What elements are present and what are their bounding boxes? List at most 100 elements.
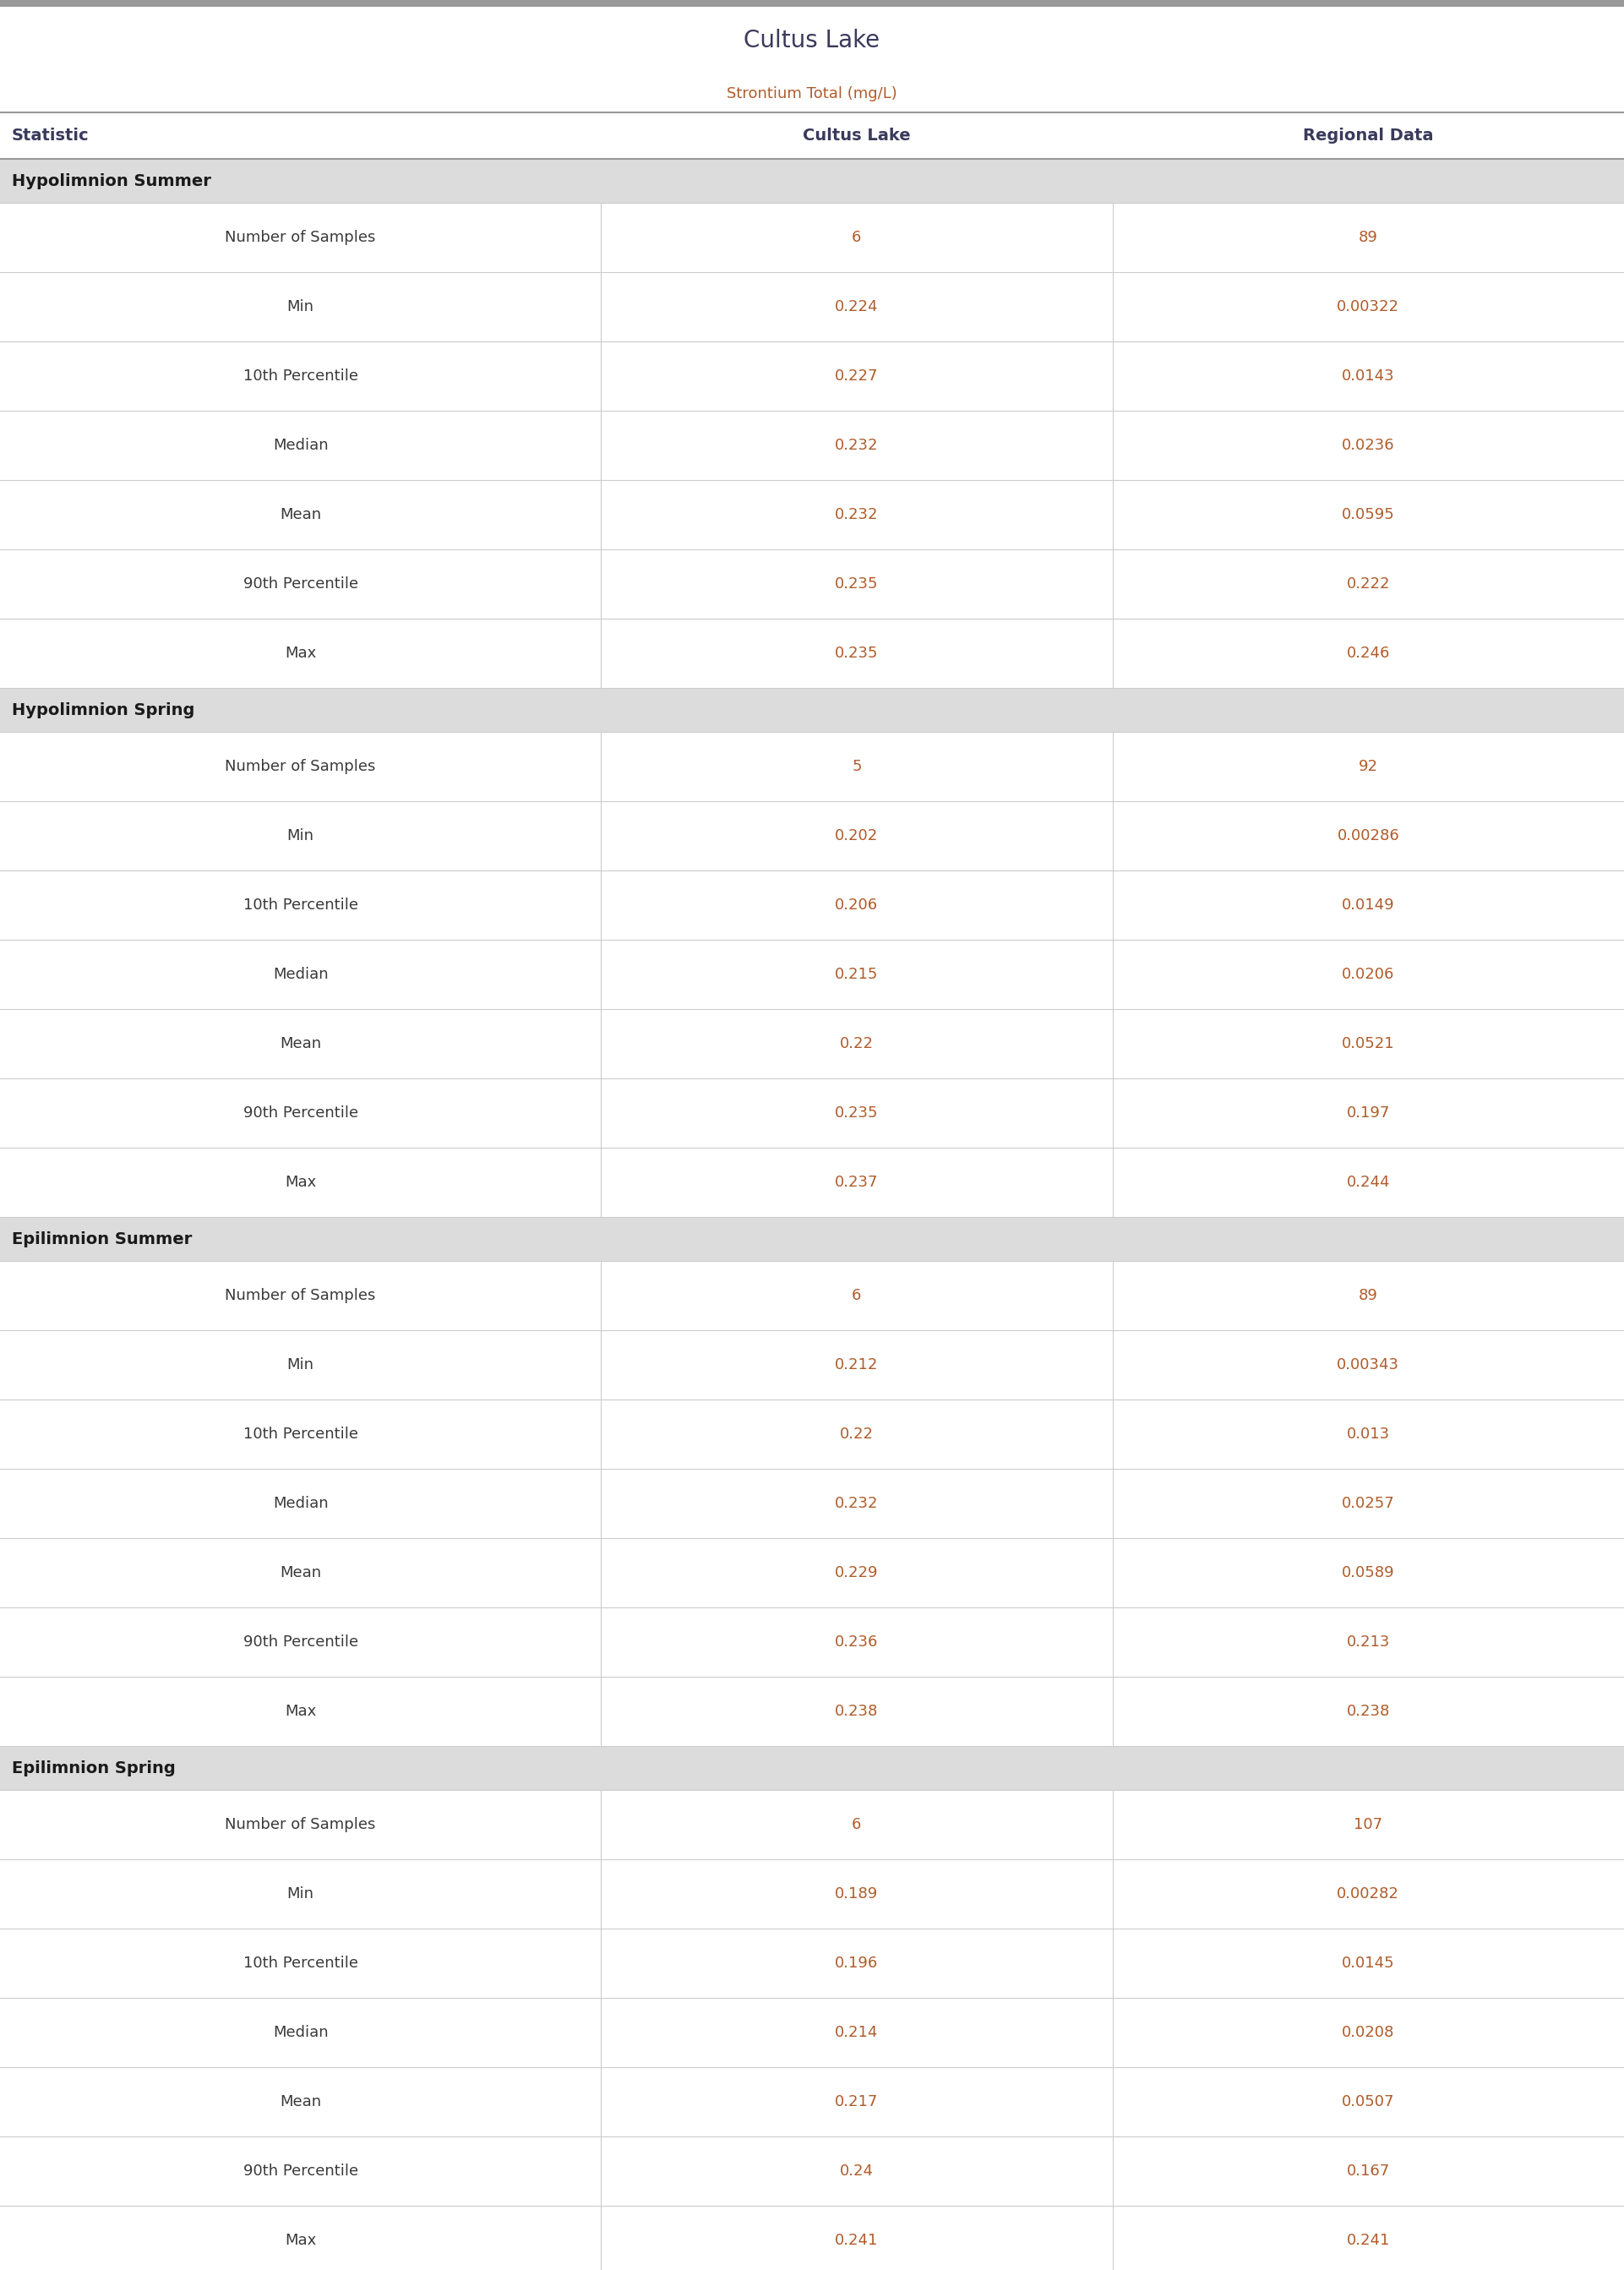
Bar xyxy=(0,620,1624,688)
Text: 0.0149: 0.0149 xyxy=(1341,897,1395,913)
Bar xyxy=(0,1539,1624,1607)
Text: 0.241: 0.241 xyxy=(835,2234,879,2247)
Text: Median: Median xyxy=(273,2025,328,2041)
Text: 0.236: 0.236 xyxy=(835,1634,879,1650)
Bar xyxy=(0,1930,1624,1998)
Text: Max: Max xyxy=(284,1174,317,1189)
Bar xyxy=(0,869,1624,940)
Bar xyxy=(0,549,1624,620)
Text: 0.235: 0.235 xyxy=(835,645,879,661)
Text: 0.212: 0.212 xyxy=(835,1357,879,1373)
Text: Cultus Lake: Cultus Lake xyxy=(744,30,880,52)
Bar xyxy=(0,1010,1624,1078)
Text: Median: Median xyxy=(273,1496,328,1512)
Text: Min: Min xyxy=(287,1357,313,1373)
Text: 0.0507: 0.0507 xyxy=(1341,2095,1395,2109)
Text: 0.167: 0.167 xyxy=(1346,2163,1390,2179)
Text: 0.232: 0.232 xyxy=(835,438,879,454)
Text: Statistic: Statistic xyxy=(11,127,89,143)
Text: 0.0521: 0.0521 xyxy=(1341,1035,1395,1051)
Bar xyxy=(0,202,1624,272)
Text: 0.241: 0.241 xyxy=(1346,2234,1390,2247)
Bar xyxy=(0,1330,1624,1401)
Text: 0.224: 0.224 xyxy=(835,300,879,313)
Text: 0.0589: 0.0589 xyxy=(1341,1566,1395,1580)
Bar xyxy=(0,159,1624,202)
Text: 0.215: 0.215 xyxy=(835,967,879,983)
Text: 0.00322: 0.00322 xyxy=(1337,300,1400,313)
Text: 90th Percentile: 90th Percentile xyxy=(244,577,357,592)
Text: Median: Median xyxy=(273,967,328,983)
Text: 0.237: 0.237 xyxy=(835,1174,879,1189)
Bar xyxy=(0,1260,1624,1330)
Text: 89: 89 xyxy=(1359,1287,1377,1303)
Text: Strontium Total (mg/L): Strontium Total (mg/L) xyxy=(728,86,896,100)
Text: Epilimnion Spring: Epilimnion Spring xyxy=(11,1759,175,1775)
Text: Min: Min xyxy=(287,1886,313,1902)
Bar xyxy=(0,479,1624,549)
Bar xyxy=(0,731,1624,801)
Text: 6: 6 xyxy=(853,1287,861,1303)
Text: 0.206: 0.206 xyxy=(835,897,879,913)
Bar xyxy=(0,1678,1624,1746)
Text: Regional Data: Regional Data xyxy=(1302,127,1434,143)
Text: 6: 6 xyxy=(853,1816,861,1832)
Text: Max: Max xyxy=(284,1705,317,1718)
Bar xyxy=(0,1746,1624,1791)
Bar xyxy=(0,2136,1624,2206)
Bar xyxy=(0,340,1624,411)
Text: 92: 92 xyxy=(1359,758,1377,774)
Text: Hypolimnion Summer: Hypolimnion Summer xyxy=(11,173,211,188)
Text: 90th Percentile: 90th Percentile xyxy=(244,1105,357,1121)
Text: 10th Percentile: 10th Percentile xyxy=(244,897,357,913)
Text: 10th Percentile: 10th Percentile xyxy=(244,368,357,384)
Text: Number of Samples: Number of Samples xyxy=(226,1816,375,1832)
Bar xyxy=(0,1401,1624,1469)
Bar xyxy=(0,1998,1624,2068)
Bar xyxy=(0,411,1624,479)
Text: 0.24: 0.24 xyxy=(840,2163,874,2179)
Text: 0.0595: 0.0595 xyxy=(1341,506,1395,522)
Bar xyxy=(0,1078,1624,1149)
Text: 90th Percentile: 90th Percentile xyxy=(244,1634,357,1650)
Text: Cultus Lake: Cultus Lake xyxy=(802,127,911,143)
Text: 0.222: 0.222 xyxy=(1346,577,1390,592)
Text: 5: 5 xyxy=(853,758,861,774)
Text: Number of Samples: Number of Samples xyxy=(226,1287,375,1303)
Text: Median: Median xyxy=(273,438,328,454)
Text: 0.189: 0.189 xyxy=(835,1886,879,1902)
Text: 0.22: 0.22 xyxy=(840,1426,874,1441)
Text: 0.232: 0.232 xyxy=(835,506,879,522)
Text: 0.0145: 0.0145 xyxy=(1341,1957,1395,1970)
Text: Mean: Mean xyxy=(279,1566,322,1580)
Text: Mean: Mean xyxy=(279,2095,322,2109)
Text: 0.197: 0.197 xyxy=(1346,1105,1390,1121)
Bar xyxy=(0,272,1624,340)
Text: 0.246: 0.246 xyxy=(1346,645,1390,661)
Text: 0.0208: 0.0208 xyxy=(1341,2025,1395,2041)
Text: Max: Max xyxy=(284,2234,317,2247)
Text: Mean: Mean xyxy=(279,1035,322,1051)
Text: 0.0236: 0.0236 xyxy=(1341,438,1395,454)
Text: Min: Min xyxy=(287,829,313,844)
Text: 0.013: 0.013 xyxy=(1346,1426,1390,1441)
Text: Mean: Mean xyxy=(279,506,322,522)
Text: 0.227: 0.227 xyxy=(835,368,879,384)
Text: 0.0206: 0.0206 xyxy=(1341,967,1395,983)
Bar xyxy=(0,1469,1624,1539)
Text: Hypolimnion Spring: Hypolimnion Spring xyxy=(11,701,195,717)
Text: 0.229: 0.229 xyxy=(835,1566,879,1580)
Text: 0.217: 0.217 xyxy=(835,2095,879,2109)
Bar xyxy=(0,7,1624,75)
Text: 0.244: 0.244 xyxy=(1346,1174,1390,1189)
Text: 6: 6 xyxy=(853,229,861,245)
Text: Min: Min xyxy=(287,300,313,313)
Text: 10th Percentile: 10th Percentile xyxy=(244,1426,357,1441)
Text: 0.235: 0.235 xyxy=(835,1105,879,1121)
Text: 0.213: 0.213 xyxy=(1346,1634,1390,1650)
Text: 0.232: 0.232 xyxy=(835,1496,879,1512)
Text: 0.238: 0.238 xyxy=(1346,1705,1390,1718)
Bar xyxy=(0,1607,1624,1678)
Bar xyxy=(0,75,1624,114)
Bar xyxy=(0,940,1624,1010)
